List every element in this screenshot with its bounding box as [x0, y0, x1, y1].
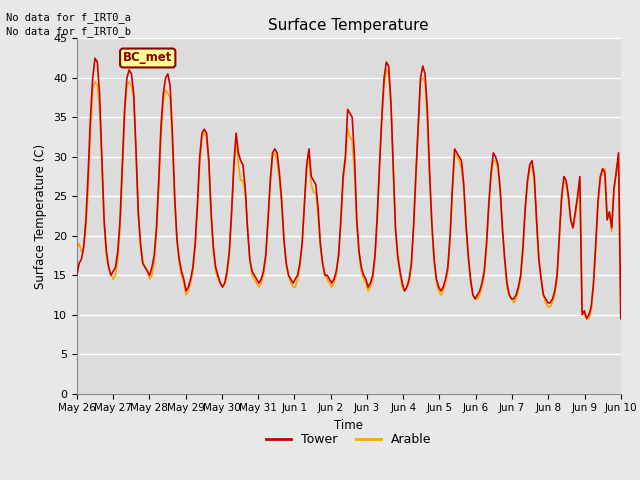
- Text: No data for f_IRT0_b: No data for f_IRT0_b: [6, 26, 131, 37]
- Title: Surface Temperature: Surface Temperature: [269, 18, 429, 33]
- Text: No data for f_IRT0_a: No data for f_IRT0_a: [6, 12, 131, 23]
- X-axis label: Time: Time: [334, 419, 364, 432]
- Y-axis label: Surface Temperature (C): Surface Temperature (C): [35, 144, 47, 288]
- Legend: Tower, Arable: Tower, Arable: [261, 428, 436, 451]
- Text: BC_met: BC_met: [123, 51, 172, 64]
